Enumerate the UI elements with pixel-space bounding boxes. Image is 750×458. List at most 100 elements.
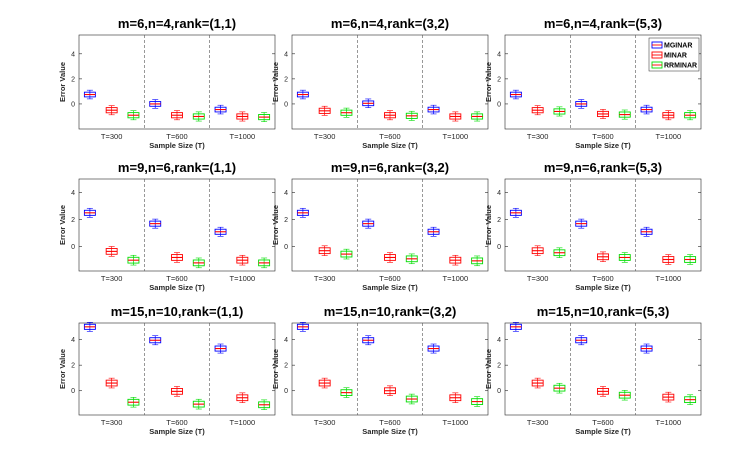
box-rrminar	[684, 110, 697, 121]
y-tick-label: 2	[284, 363, 288, 370]
group-label: T=300	[527, 418, 548, 427]
axes-box	[78, 178, 276, 272]
y-tick-label: 2	[71, 217, 75, 224]
axes-box	[291, 34, 489, 130]
y-axis-label: Error Value	[484, 349, 493, 389]
y-tick-label: 4	[497, 51, 501, 58]
axes-box	[78, 322, 276, 416]
box-mginar	[214, 104, 227, 115]
y-axis-label: Error Value	[271, 205, 280, 245]
group-label: T=1000	[230, 132, 256, 141]
box-minar	[384, 110, 396, 121]
box-rrminar	[618, 389, 631, 401]
y-tick-label: 4	[497, 337, 501, 344]
legend: MGINAR MINAR RRMINAR	[648, 37, 700, 72]
box-mginar	[362, 218, 375, 229]
box-rrminar	[340, 248, 353, 260]
axes-box	[504, 322, 702, 416]
box-minar	[662, 391, 675, 403]
group-label: T=300	[314, 132, 335, 141]
panel-title: m=9,n=6,rank=(1,1)	[118, 160, 236, 175]
group-label: T=600	[592, 132, 613, 141]
box-rrminar	[553, 247, 566, 258]
panel-6: m=9,n=6,rank=(5,3) 0 2 4 Error Value T=300 T=6…	[484, 160, 702, 292]
group-label: T=1000	[443, 418, 469, 427]
box-mginar	[296, 89, 309, 100]
group-label: T=300	[527, 132, 548, 141]
box-minar	[449, 111, 462, 122]
box-minar	[384, 252, 396, 263]
group-label: T=300	[101, 274, 122, 283]
box-rrminar	[192, 257, 205, 269]
legend-label: MGINAR	[664, 43, 692, 50]
box-mginar	[575, 218, 588, 229]
box-rrminar	[684, 254, 697, 265]
box-mginar	[427, 226, 440, 237]
y-tick-label: 4	[71, 51, 75, 58]
box-minar	[318, 377, 331, 389]
group-label: T=1000	[443, 274, 469, 283]
y-tick-label: 0	[71, 101, 75, 108]
box-mginar	[296, 207, 309, 218]
box-mginar	[362, 98, 375, 108]
panel-2: m=6,n=4,rank=(3,2) 0 2 4 Error Value T=300 T=6…	[271, 16, 489, 150]
group-label: T=300	[314, 418, 335, 427]
group-label: T=600	[592, 274, 613, 283]
y-tick-label: 4	[284, 337, 288, 344]
group-label: T=1000	[656, 418, 682, 427]
box-rrminar	[471, 255, 484, 267]
box-minar	[171, 252, 183, 263]
group-label: T=600	[379, 418, 400, 427]
panel-title: m=6,n=4,rank=(1,1)	[118, 16, 236, 31]
box-mginar	[640, 104, 653, 115]
y-tick-label: 0	[497, 388, 501, 395]
x-axis-label: Sample Size (T)	[575, 283, 631, 292]
x-axis-label: Sample Size (T)	[149, 141, 205, 150]
box-mginar	[509, 207, 522, 218]
group-label: T=600	[592, 418, 613, 427]
box-rrminar	[405, 253, 418, 265]
group-label: T=600	[166, 274, 187, 283]
panel-title: m=15,n=10,rank=(5,3)	[537, 304, 670, 319]
axes-box	[291, 178, 489, 272]
group-label: T=1000	[656, 132, 682, 141]
group-label: T=600	[166, 132, 187, 141]
legend-entry: MINAR	[651, 51, 687, 60]
y-tick-label: 2	[497, 76, 501, 83]
box-rrminar	[127, 254, 140, 266]
box-minar	[597, 386, 609, 397]
box-rrminar	[258, 399, 271, 410]
group-label: T=300	[527, 274, 548, 283]
group-label: T=600	[166, 418, 187, 427]
box-rrminar	[471, 111, 484, 122]
box-minar	[236, 111, 249, 122]
box-mginar	[509, 321, 522, 332]
box-minar	[662, 110, 675, 121]
box-mginar	[640, 226, 653, 237]
box-rrminar	[258, 257, 271, 269]
panel-4: m=9,n=6,rank=(1,1) 0 2 4 Error Value T=300 T=6…	[58, 160, 276, 292]
panel-8: m=15,n=10,rank=(3,2) 0 2 4 Error Value T=300 T…	[271, 304, 489, 436]
y-tick-label: 4	[284, 190, 288, 197]
box-mginar	[296, 321, 309, 332]
y-axis-label: Error Value	[484, 62, 493, 102]
y-axis-label: Error Value	[58, 349, 67, 389]
box-mginar	[575, 99, 588, 109]
y-tick-label: 2	[497, 217, 501, 224]
y-tick-label: 0	[497, 244, 501, 251]
panel-title: m=15,n=10,rank=(3,2)	[324, 304, 457, 319]
box-mginar	[83, 207, 96, 218]
group-label: T=1000	[443, 132, 469, 141]
y-tick-label: 2	[71, 363, 75, 370]
box-mginar	[509, 89, 522, 100]
box-rrminar	[192, 111, 205, 122]
box-rrminar	[471, 396, 484, 407]
panel-7: m=15,n=10,rank=(1,1) 0 2 4 Error Value T=300 T…	[58, 304, 276, 436]
y-axis-label: Error Value	[484, 205, 493, 245]
group-label: T=300	[101, 132, 122, 141]
box-minar	[449, 254, 462, 266]
x-axis-label: Sample Size (T)	[149, 283, 205, 292]
y-axis-label: Error Value	[58, 205, 67, 245]
box-rrminar	[127, 397, 140, 408]
y-tick-label: 2	[284, 217, 288, 224]
